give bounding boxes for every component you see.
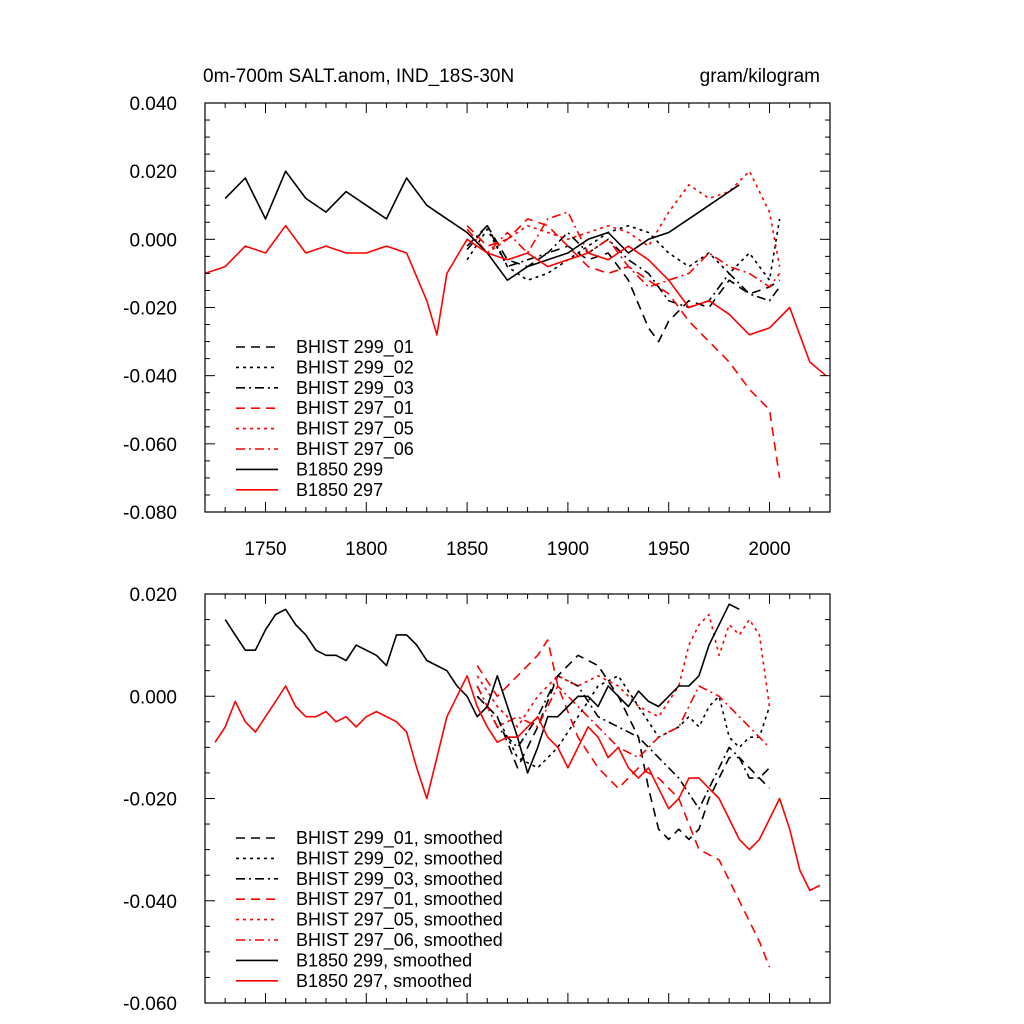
series-line-7 — [205, 224, 827, 377]
bottom-panel: 0.020 0.000 -0.020 -0.040 -0.060 BHIST 299_01… — [123, 585, 831, 1015]
y-tick-label: 0.020 — [129, 162, 177, 183]
x-tick-label: 2000 — [748, 539, 790, 560]
legend-label-4: BHIST 297_05, smoothed — [296, 910, 503, 931]
x-tick-label: 1850 — [446, 539, 488, 560]
series-line-5 — [466, 211, 781, 288]
series-line-7 — [214, 674, 821, 892]
x-tick-label: 1750 — [244, 539, 286, 560]
series-group — [205, 170, 827, 479]
legend-label-5: BHIST 297_06 — [296, 439, 414, 460]
y-tick-label: -0.060 — [123, 994, 177, 1015]
series-group — [214, 603, 821, 968]
legend-label-1: BHIST 299_02 — [296, 357, 414, 378]
series-line-6 — [224, 170, 740, 282]
legend-label-1: BHIST 299_02, smoothed — [296, 848, 503, 869]
series-line-3 — [476, 639, 771, 968]
legend-label-2: BHIST 299_03, smoothed — [296, 869, 503, 890]
legend-label-4: BHIST 297_05 — [296, 419, 414, 440]
series-line-6 — [224, 603, 740, 774]
y-tick-label: 0.000 — [129, 687, 177, 708]
legend-label-6: B1850 299 — [296, 459, 383, 479]
legend-label-5: BHIST 297_06, smoothed — [296, 930, 503, 951]
top-panel: 1750 1800 1850 1900 1950 2000 0.040 0.020 0.000 -… — [123, 94, 831, 560]
series-line-1 — [466, 218, 781, 282]
legend-label-3: BHIST 297_01 — [296, 398, 414, 419]
x-tick-label: 1800 — [345, 539, 387, 560]
legend-label-3: BHIST 297_01, smoothed — [296, 889, 503, 910]
legend-label-7: B1850 297 — [296, 480, 383, 500]
y-tick-label: -0.040 — [123, 367, 177, 388]
y-tick-label: -0.060 — [123, 435, 177, 456]
series-line-4 — [466, 170, 781, 267]
y-tick-label: 0.040 — [129, 94, 177, 115]
chart-title: 0m-700m SALT.anom, IND_18S-30N — [203, 66, 514, 87]
y-tick-label: -0.020 — [123, 299, 177, 320]
legend-label-0: BHIST 299_01 — [296, 337, 414, 358]
series-line-4 — [476, 613, 771, 728]
legend-label-2: BHIST 299_03 — [296, 378, 414, 399]
y-tick-label: -0.020 — [123, 790, 177, 811]
chart-units: gram/kilogram — [700, 66, 820, 87]
legend-label-7: B1850 297, smoothed — [296, 971, 472, 991]
x-tick-label: 1900 — [547, 539, 589, 560]
series-line-0 — [476, 654, 771, 841]
x-tick-label: 1950 — [648, 539, 690, 560]
series-line-2 — [466, 224, 781, 309]
y-tick-label: 0.020 — [129, 585, 177, 606]
y-tick-label: -0.040 — [123, 892, 177, 913]
series-line-2 — [476, 674, 771, 810]
series-line-0 — [466, 224, 781, 343]
legend-label-0: BHIST 299_01, smoothed — [296, 828, 503, 849]
legend-label-6: B1850 299, smoothed — [296, 950, 472, 970]
y-tick-label: -0.080 — [123, 503, 177, 524]
y-tick-label: 0.000 — [129, 230, 177, 251]
